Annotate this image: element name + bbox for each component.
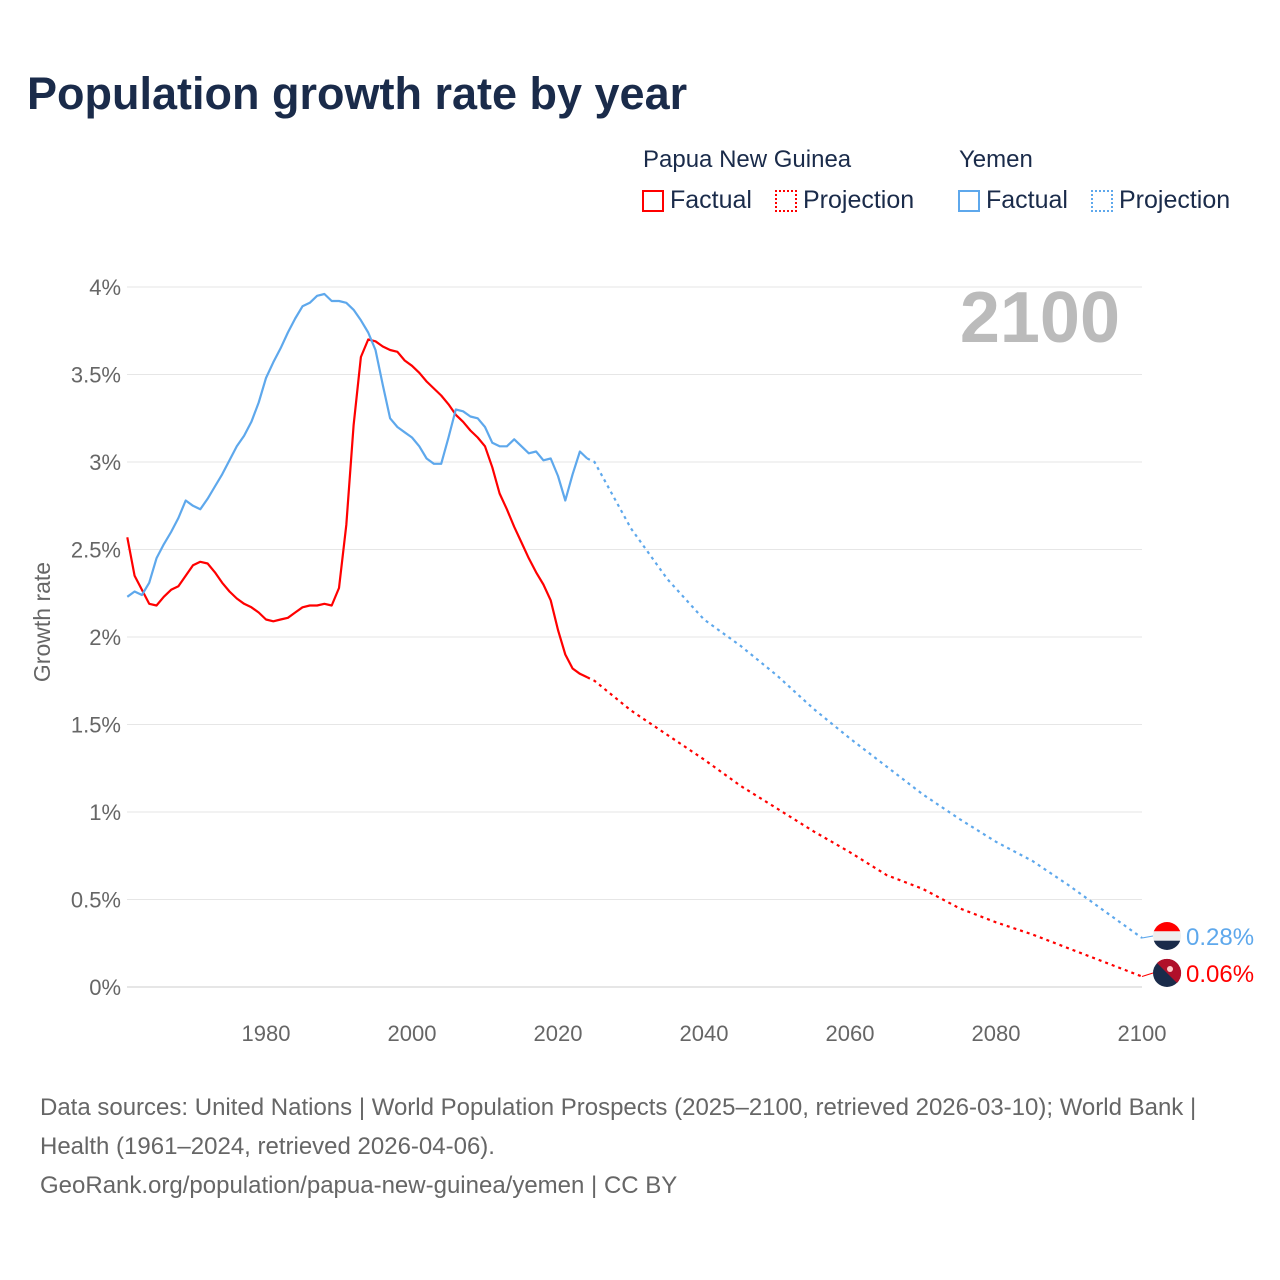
flag-stripe [1153,931,1181,941]
legend-label: Projection [1119,186,1231,214]
flag-stripe [1153,940,1181,950]
y-tick-label: 3% [89,450,121,475]
legend-swatch-solid [958,189,980,212]
end-connector [1141,972,1154,977]
x-tick-label: 2040 [680,1021,729,1046]
y-tick-label: 2% [89,625,121,650]
chart-title: Population growth rate by year [27,68,688,119]
x-tick-label: 2060 [826,1021,875,1046]
y-tick-label: 4% [89,275,121,300]
end-connector [1141,935,1154,939]
data-sources: Data sources: United Nations | World Pop… [40,1094,1197,1160]
line-papua-new-guinea-projection [586,676,1143,978]
flag-bird [1167,966,1173,972]
flag-stripe [1153,922,1181,932]
line-yemen-factual [126,292,588,598]
legend-group-papua-new-guinea: Papua New Guinea [643,146,852,173]
end-value-label-papua-new-guinea: 0.06% [1186,961,1254,988]
year-watermark: 2100 [960,278,1120,358]
flag-yemen-icon [1153,922,1181,950]
line-papua-new-guinea-factual [126,338,588,679]
x-tick-label: 2080 [972,1021,1021,1046]
legend-swatch-dotted [1091,189,1113,212]
legend-swatch-dotted [775,189,797,212]
y-tick-label: 1.5% [71,713,121,738]
flag-papua-new-guinea-icon [1153,958,1182,987]
y-tick-label: 1% [89,800,121,825]
x-tick-label: 1980 [242,1021,291,1046]
x-tick-label: 2000 [388,1021,437,1046]
y-tick-label: 2.5% [71,538,121,563]
legend-group-yemen: Yemen [959,146,1033,173]
credit-link[interactable]: GeoRank.org/population/papua-new-guinea/… [40,1172,678,1199]
y-tick-label: 0% [89,975,121,1000]
legend-label: Factual [986,186,1068,214]
y-tick-label: 3.5% [71,363,121,388]
legend-png-projection[interactable]: Projection [775,186,914,215]
x-tick-label: 2020 [534,1021,583,1046]
legend-png-factual[interactable]: Factual [642,186,752,215]
legend-yemen-projection[interactable]: Projection [1091,186,1230,215]
legend-yemen-factual[interactable]: Factual [958,186,1068,215]
line-yemen-projection [586,457,1143,939]
legend-swatch-solid [642,189,664,212]
y-axis-label: Growth rate [29,562,55,682]
legend-label: Factual [670,186,752,214]
legend-label: Projection [803,186,915,214]
plot-area: 0% 0.5% 1% 1.5% 2% 2.5% 3% 3.5% 4% 1980 2000 2020 20… [29,275,1254,1046]
y-tick-label: 0.5% [71,888,121,913]
x-tick-label: 2100 [1118,1021,1167,1046]
end-value-label-yemen: 0.28% [1186,924,1254,951]
footer: Data sources: United Nations | World Pop… [40,1088,1240,1205]
